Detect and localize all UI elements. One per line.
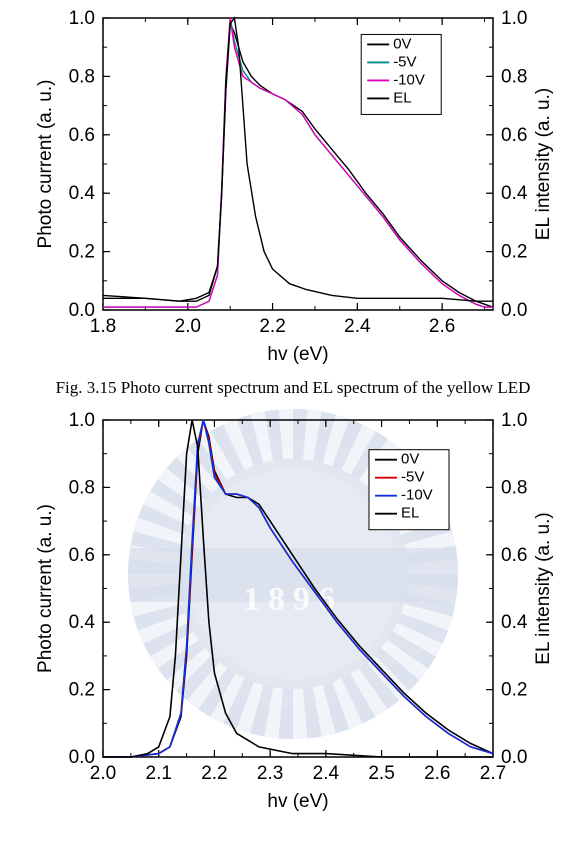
svg-text:0V: 0V xyxy=(401,451,419,468)
svg-text:EL: EL xyxy=(401,505,419,522)
svg-text:0.6: 0.6 xyxy=(501,545,527,566)
svg-text:0.6: 0.6 xyxy=(69,125,95,146)
svg-text:-5V: -5V xyxy=(401,469,424,486)
svg-text:2.4: 2.4 xyxy=(344,316,371,337)
svg-text:0.0: 0.0 xyxy=(69,747,95,768)
svg-text:0.8: 0.8 xyxy=(501,477,527,498)
svg-text:0.8: 0.8 xyxy=(69,477,95,498)
svg-text:hv (eV): hv (eV) xyxy=(267,344,328,365)
figure-1-chart: 1.82.02.22.42.60.00.00.20.20.40.40.60.60… xyxy=(13,0,573,370)
svg-text:0.0: 0.0 xyxy=(501,300,527,321)
svg-text:0.0: 0.0 xyxy=(69,300,95,321)
svg-text:0.2: 0.2 xyxy=(69,242,95,263)
svg-text:0.4: 0.4 xyxy=(501,612,528,633)
svg-text:EL intensity (a. u.): EL intensity (a. u.) xyxy=(533,512,554,664)
svg-text:0.8: 0.8 xyxy=(501,66,527,87)
svg-text:EL intensity (a. u.): EL intensity (a. u.) xyxy=(533,88,554,240)
svg-text:0.6: 0.6 xyxy=(69,545,95,566)
svg-text:1.0: 1.0 xyxy=(501,410,527,431)
svg-text:1.0: 1.0 xyxy=(501,8,527,29)
svg-text:EL: EL xyxy=(393,89,411,106)
svg-text:-10V: -10V xyxy=(401,487,433,504)
figure-2-chart: 2.02.12.22.32.42.52.62.70.00.00.20.20.40… xyxy=(13,402,573,817)
svg-text:1.0: 1.0 xyxy=(69,410,95,431)
svg-text:hv (eV): hv (eV) xyxy=(267,791,328,812)
svg-text:0.2: 0.2 xyxy=(501,680,527,701)
svg-text:1.0: 1.0 xyxy=(69,8,95,29)
svg-text:Photo current (a. u.): Photo current (a. u.) xyxy=(35,80,56,249)
svg-text:2.3: 2.3 xyxy=(257,763,283,784)
svg-text:0.6: 0.6 xyxy=(501,125,527,146)
svg-text:2.2: 2.2 xyxy=(259,316,285,337)
svg-text:2.6: 2.6 xyxy=(424,763,450,784)
svg-text:0.4: 0.4 xyxy=(69,612,96,633)
svg-text:-5V: -5V xyxy=(393,53,416,70)
figure-1-container: 1.82.02.22.42.60.00.00.20.20.40.40.60.60… xyxy=(0,0,586,370)
figure-caption: Fig. 3.15 Photo current spectrum and EL … xyxy=(0,378,586,398)
svg-text:0.0: 0.0 xyxy=(501,747,527,768)
svg-text:0.4: 0.4 xyxy=(501,183,528,204)
svg-text:0V: 0V xyxy=(393,35,411,52)
svg-text:2.4: 2.4 xyxy=(313,763,340,784)
svg-text:2.0: 2.0 xyxy=(175,316,201,337)
svg-text:0.8: 0.8 xyxy=(69,66,95,87)
svg-text:-10V: -10V xyxy=(393,71,425,88)
svg-text:Photo current (a. u.): Photo current (a. u.) xyxy=(35,504,56,673)
svg-text:0.2: 0.2 xyxy=(501,242,527,263)
page: 1.82.02.22.42.60.00.00.20.20.40.40.60.60… xyxy=(0,0,586,832)
svg-text:0.4: 0.4 xyxy=(69,183,96,204)
svg-text:0.2: 0.2 xyxy=(69,680,95,701)
svg-text:2.1: 2.1 xyxy=(146,763,172,784)
svg-text:2.6: 2.6 xyxy=(429,316,455,337)
svg-text:2.2: 2.2 xyxy=(201,763,227,784)
figure-2-container: 1896 2.02.12.22.32.42.52.62.70.00.00.20.… xyxy=(0,402,586,832)
svg-text:2.5: 2.5 xyxy=(368,763,394,784)
